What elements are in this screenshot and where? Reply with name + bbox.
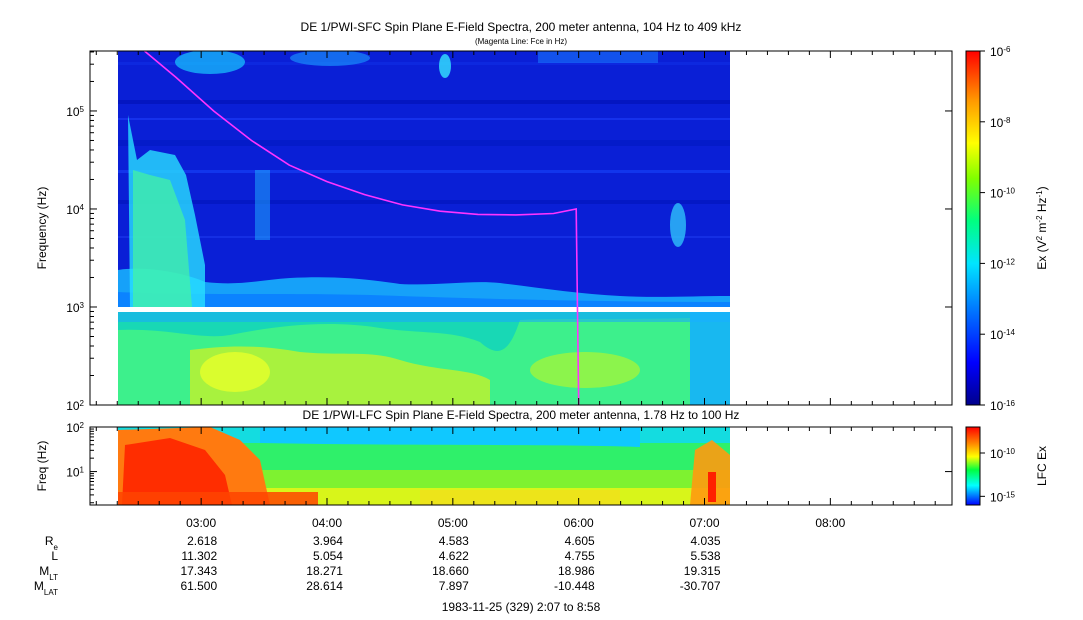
x-tick-label: 04:00 <box>312 516 342 530</box>
ephemeris-value: -10.448 <box>554 579 595 593</box>
sfc-blue-background <box>118 51 730 307</box>
bottom-y-axis-label: Freq (Hz) <box>35 441 49 492</box>
ephemeris-value: 4.583 <box>439 534 469 548</box>
ephemeris-value: 5.538 <box>690 549 720 563</box>
sfc-upper-patches <box>175 51 658 78</box>
x-tick-label: 03:00 <box>186 516 216 530</box>
top-colorbar-tick-label: 10-12 <box>990 257 1015 272</box>
bottom-colorbar-tick-label: 10-15 <box>990 490 1015 505</box>
bottom-y-ticks: 101 102 <box>66 421 952 504</box>
top-colorbar-tick-label: 10-14 <box>990 328 1015 343</box>
top-colorbar <box>965 50 981 406</box>
ephemeris-row-label: MLAT <box>34 579 58 597</box>
ephemeris-value: 4.622 <box>439 549 469 563</box>
top-y-axis-label: Frequency (Hz) <box>35 187 49 270</box>
bottom-plot-frame <box>89 426 953 506</box>
ephemeris-value: 4.755 <box>565 549 595 563</box>
ephemeris-value: 5.054 <box>313 549 343 563</box>
ephemeris-value: 28.614 <box>306 579 343 593</box>
top-y-ticks: 102 103 104 105 <box>66 51 952 414</box>
ephemeris-value: 17.343 <box>180 564 217 578</box>
top-colorbar-tick-label: 10-10 <box>990 186 1015 201</box>
ephemeris-table: Re 2.618 3.964 4.583 4.605 4.035 L 11.302 5.054 4… <box>34 534 721 597</box>
top-y-tick-label: 105 <box>66 104 84 119</box>
top-y-tick-label: 103 <box>66 300 84 315</box>
x-tick-label: 08:00 <box>815 516 845 530</box>
sfc-horizontal-bands <box>118 62 730 238</box>
bottom-colorbar <box>965 426 981 506</box>
ephemeris-row-label: MLT <box>39 564 58 582</box>
bottom-colorbar-ticks: 10-10 10-15 <box>980 447 1015 505</box>
top-y-tick-label: 104 <box>66 202 84 217</box>
ephemeris-value: 3.964 <box>313 534 343 548</box>
ephemeris-value: 19.315 <box>684 564 721 578</box>
top-colorbar-label: Ex (V2 m-2 Hz-1) <box>1035 186 1050 269</box>
top-chart-subtitle: (Magenta Line: Fce in Hz) <box>475 37 567 46</box>
ephemeris-value: 2.618 <box>187 534 217 548</box>
bottom-y-tick-label: 102 <box>66 421 84 436</box>
ephemeris-value: 4.605 <box>565 534 595 548</box>
ephemeris-value: 18.660 <box>432 564 469 578</box>
top-colorbar-tick-label: 10-8 <box>990 115 1011 130</box>
x-axis-ticks: 03:00 04:00 05:00 06:00 07:00 08:00 <box>95 51 936 530</box>
x-tick-label: 05:00 <box>438 516 468 530</box>
ephemeris-value: 18.986 <box>558 564 595 578</box>
top-y-tick-label: 102 <box>66 399 84 414</box>
ephemeris-value: 4.035 <box>690 534 720 548</box>
top-plot-frame <box>89 50 953 406</box>
top-colorbar-ticks: 10-6 10-8 10-10 10-12 10-14 10-16 <box>980 45 1015 414</box>
ephemeris-value: 11.302 <box>181 549 217 563</box>
ephemeris-value: 7.897 <box>439 579 469 593</box>
lfc-spectrogram <box>118 427 730 505</box>
ephemeris-value: -30.707 <box>680 579 721 593</box>
bottom-y-tick-label: 101 <box>66 465 84 480</box>
top-colorbar-tick-label: 10-6 <box>990 45 1011 60</box>
sfc-spectrogram <box>118 51 730 405</box>
bottom-colorbar-tick-label: 10-10 <box>990 447 1015 462</box>
ephemeris-value: 61.500 <box>180 579 217 593</box>
top-chart-title: DE 1/PWI-SFC Spin Plane E-Field Spectra,… <box>301 20 742 34</box>
x-tick-label: 06:00 <box>564 516 594 530</box>
bottom-colorbar-label: LFC Ex <box>1035 446 1049 486</box>
ephemeris-value: 18.271 <box>306 564 343 578</box>
x-axis-footer: 1983-11-25 (329) 2:07 to 8:58 <box>442 600 601 614</box>
ephemeris-row-label: Re <box>45 534 59 552</box>
ephemeris-row-label: L <box>51 549 58 563</box>
sfc-data-gap <box>118 307 730 312</box>
fce-magenta-line <box>143 51 580 405</box>
sfc-yellow-patch <box>200 352 270 392</box>
bottom-chart-title: DE 1/PWI-LFC Spin Plane E-Field Spectra,… <box>303 408 740 422</box>
top-colorbar-tick-label: 10-16 <box>990 399 1015 414</box>
x-tick-label: 07:00 <box>689 516 719 530</box>
